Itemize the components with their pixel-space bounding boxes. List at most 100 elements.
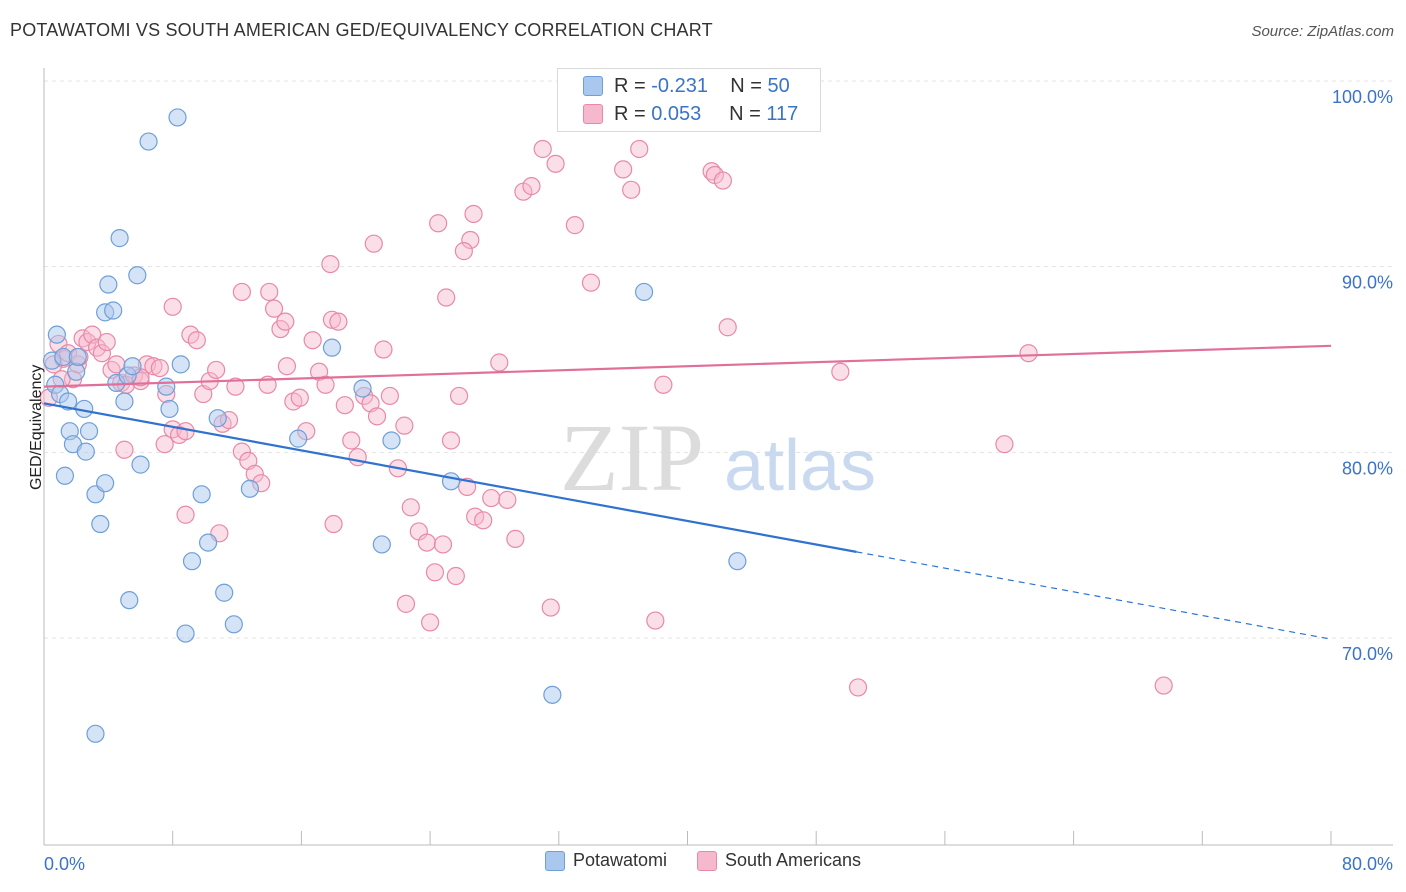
potawatomi-trend-line: [43, 402, 857, 553]
south-americans-point: [321, 255, 340, 274]
south-americans-point: [290, 388, 309, 407]
south-americans-points: [39, 87, 1173, 697]
south-americans-point: [622, 180, 641, 199]
watermark-atlas: atlas: [724, 426, 876, 506]
potawatomi-point: [86, 724, 105, 743]
south-americans-point: [461, 230, 480, 250]
south-americans-point: [316, 375, 335, 394]
y-tick-label: 80.0%: [1342, 458, 1393, 478]
south-americans-point: [614, 160, 633, 179]
bottom-legend: Potawatomi South Americans: [0, 850, 1406, 871]
south-americans-point: [232, 282, 251, 302]
x-tick-label-min: 0.0%: [44, 854, 85, 874]
south-americans-point: [92, 344, 112, 363]
legend-swatch-pink-icon: [583, 104, 603, 124]
potawatomi-point: [68, 347, 87, 367]
potawatomi-point: [240, 479, 260, 498]
potawatomi-point: [182, 552, 202, 571]
potawatomi-point: [47, 325, 66, 344]
swatch-pink-icon: [696, 850, 717, 871]
south-americans-point: [433, 535, 453, 554]
potawatomi-point: [215, 583, 234, 602]
y-axis-label: GED/Equivalency: [28, 364, 45, 490]
y-tick-label: 90.0%: [1342, 273, 1393, 293]
south-americans-point: [329, 312, 348, 331]
r-label: R =: [614, 75, 646, 97]
south-americans-point: [144, 357, 163, 376]
r-value-potawatomi: -0.231: [651, 75, 708, 97]
potawatomi-point: [76, 442, 95, 461]
potawatomi-point: [120, 591, 139, 610]
potawatomi-point: [59, 392, 78, 411]
legend-label-potawatomi: Potawatomi: [572, 850, 667, 870]
south-americans-point: [506, 529, 525, 548]
y-tick-label: 70.0%: [1342, 644, 1393, 664]
potawatomi-trend-extension: [856, 551, 1332, 640]
watermark: ZIP atlas: [560, 404, 876, 511]
potawatomi-point: [192, 485, 211, 504]
potawatomi-point: [128, 266, 147, 285]
potawatomi-point: [115, 392, 134, 411]
south-americans-point: [565, 216, 584, 235]
potawatomi-point: [634, 282, 654, 302]
potawatomi-point: [139, 132, 158, 151]
y-tick-label: 100.0%: [1332, 87, 1393, 107]
n-label: N =: [730, 75, 762, 97]
south-americans-point: [187, 331, 206, 350]
r-value-south-americans: 0.053: [651, 103, 702, 125]
south-americans-point: [464, 204, 483, 224]
south-americans-point: [1154, 676, 1173, 695]
trend-lines: [43, 344, 1332, 640]
south-americans-point: [533, 139, 552, 159]
potawatomi-point: [96, 474, 115, 493]
legend-label-south-americans: South Americans: [724, 850, 862, 870]
south-americans-point: [276, 312, 295, 331]
axes: [43, 68, 1393, 846]
south-americans-point: [425, 563, 445, 582]
south-americans-point: [581, 273, 601, 292]
south-americans-point: [335, 396, 354, 415]
south-americans-point: [364, 234, 383, 253]
potawatomi-point: [123, 357, 142, 376]
y-tick-labels: 70.0% 80.0% 90.0% 100.0%: [1332, 87, 1393, 664]
south-americans-point: [441, 431, 461, 450]
legend-swatch-blue-icon: [583, 76, 603, 96]
south-americans-point: [458, 477, 477, 496]
south-americans-point: [303, 331, 322, 350]
x-tick-labels: 0.0% 80.0%: [44, 854, 1393, 874]
south-americans-point: [646, 611, 665, 630]
potawatomi-point: [171, 355, 190, 374]
south-americans-point: [380, 386, 399, 406]
swatch-blue-icon: [544, 850, 565, 871]
potawatomi-point: [543, 685, 562, 704]
south-americans-point: [1019, 344, 1038, 363]
south-americans-point: [87, 338, 107, 357]
n-label: N =: [729, 103, 761, 125]
potawatomi-point: [110, 229, 129, 248]
south-americans-point: [348, 448, 367, 467]
south-americans-point: [260, 282, 279, 302]
stats-legend: R = -0.231 N = 50 R = 0.053 N = 117: [557, 68, 821, 132]
south-americans-point: [342, 431, 361, 450]
south-americans-point: [324, 514, 343, 534]
potawatomi-point: [198, 533, 218, 552]
legend-item-south-americans[interactable]: South Americans: [696, 850, 862, 871]
legend-item-potawatomi[interactable]: Potawatomi: [544, 850, 667, 871]
south-americans-point: [401, 498, 420, 517]
potawatomi-point: [289, 429, 308, 448]
potawatomi-point: [104, 301, 123, 320]
south-americans-point: [396, 594, 416, 613]
south-americans-point: [155, 435, 174, 454]
south-americans-point: [374, 340, 393, 359]
south-americans-point: [490, 353, 509, 372]
potawatomi-point: [224, 615, 243, 634]
x-tick-label-max: 80.0%: [1342, 854, 1393, 874]
south-americans-point: [546, 154, 565, 173]
south-americans-point: [446, 566, 465, 586]
south-americans-point: [395, 416, 414, 435]
potawatomi-point: [208, 409, 227, 428]
south-americans-point: [454, 242, 473, 261]
n-value-south-americans: 117: [766, 103, 799, 125]
south-americans-point: [264, 299, 284, 318]
